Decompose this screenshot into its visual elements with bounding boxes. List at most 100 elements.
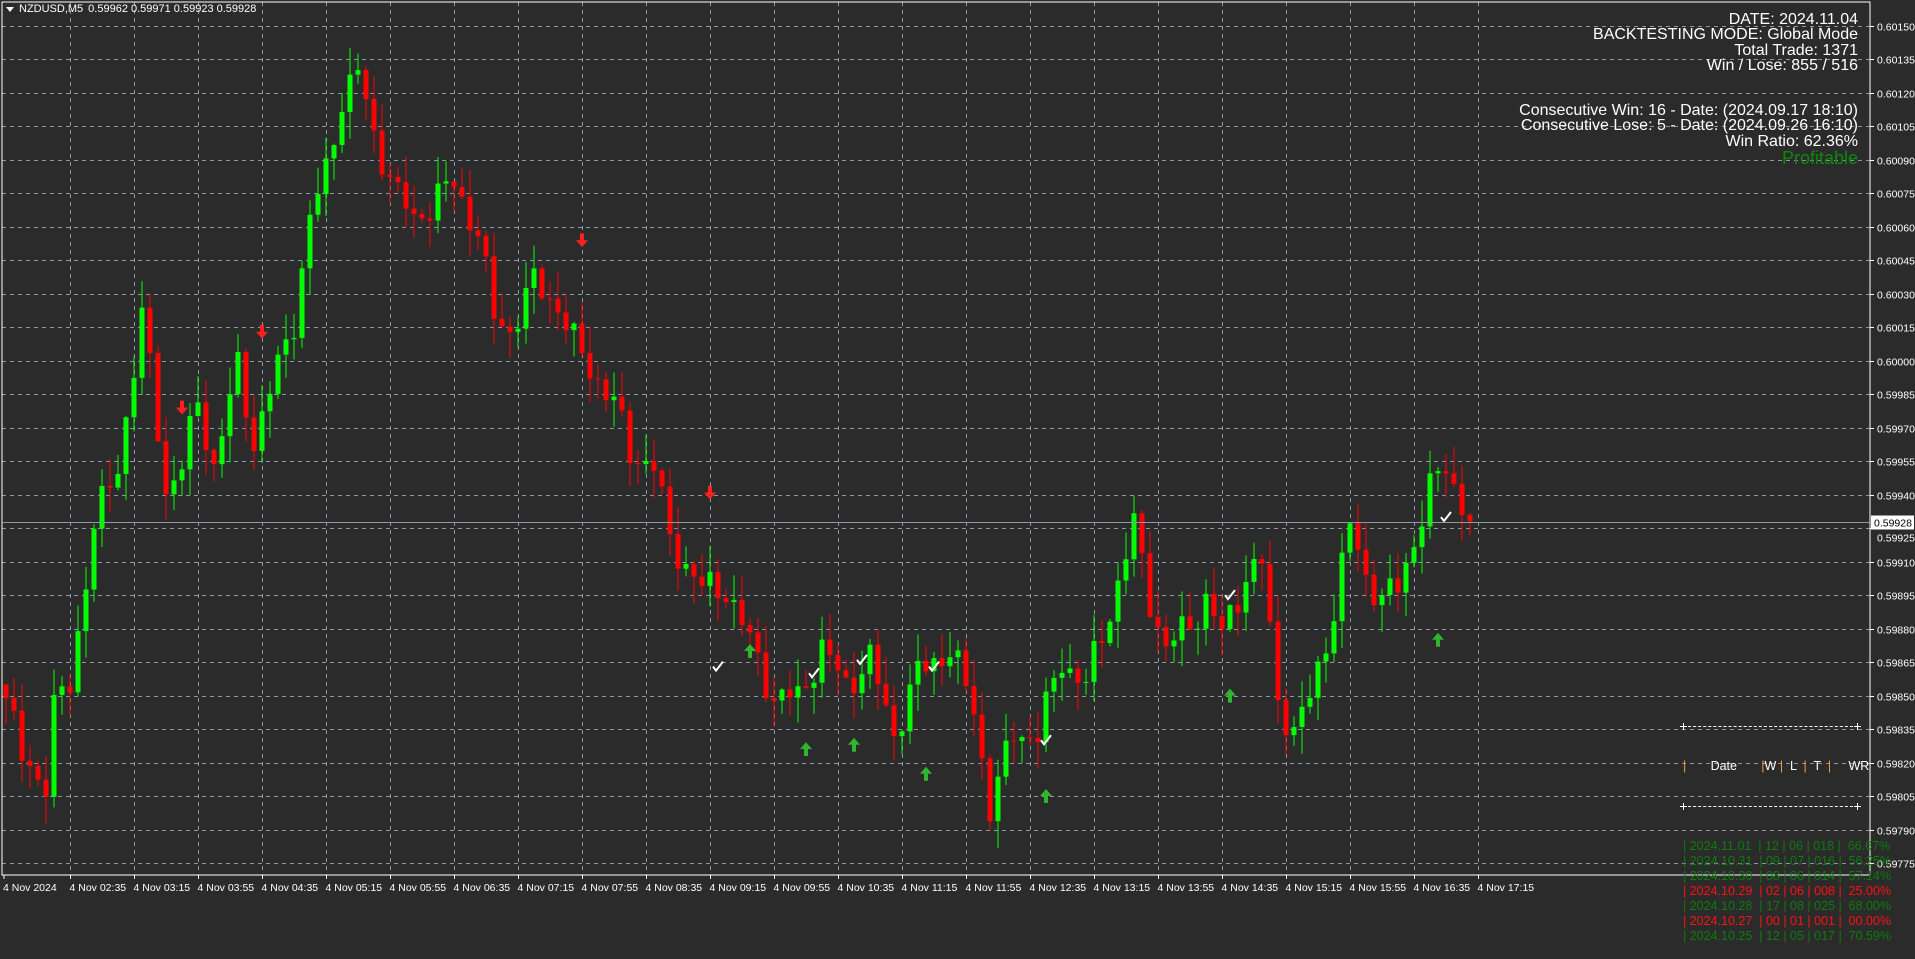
candle-bull bbox=[1299, 706, 1305, 728]
y-tick-label: 0.59940 bbox=[1877, 491, 1915, 503]
trade-signals bbox=[176, 233, 1452, 804]
candle-bull bbox=[1291, 727, 1297, 736]
candle-bear bbox=[627, 410, 633, 464]
table-row: | 2024.10.28 | 17 | 08 | 025 | 68.00% bbox=[1683, 899, 1892, 913]
y-tick-label: 0.59850 bbox=[1877, 692, 1915, 704]
candle-bear bbox=[675, 533, 681, 569]
candle-bear bbox=[395, 177, 401, 183]
candle-bear bbox=[1467, 514, 1473, 522]
candle-bull bbox=[1083, 681, 1089, 683]
candle-bear bbox=[987, 758, 993, 822]
candle-bull bbox=[731, 600, 737, 603]
candle-bull bbox=[1419, 526, 1425, 548]
candle-bull bbox=[811, 682, 817, 688]
candle-bull bbox=[283, 339, 289, 355]
candle-bull bbox=[915, 660, 921, 685]
table-row: | 2024.10.29 | 02 | 06 | 008 | 25.00% bbox=[1683, 884, 1892, 898]
info-status: Profitable bbox=[1781, 148, 1858, 169]
candle-bull bbox=[355, 70, 361, 75]
candle-bull bbox=[859, 674, 865, 694]
candle-bear bbox=[563, 312, 569, 331]
candle-bull bbox=[531, 268, 537, 288]
candle-bear bbox=[883, 684, 889, 706]
candle-bull bbox=[643, 461, 649, 465]
chart-grid bbox=[2, 2, 1870, 875]
candle-bull bbox=[1067, 668, 1073, 673]
current-price-box bbox=[1871, 515, 1914, 530]
candle-bull bbox=[571, 323, 577, 331]
triangle-down-icon[interactable] bbox=[6, 6, 14, 12]
candle-bear bbox=[67, 686, 73, 693]
candle-bull bbox=[443, 181, 449, 184]
candle-bear bbox=[843, 670, 849, 678]
y-tick-label: 0.60045 bbox=[1877, 256, 1915, 268]
y-tick-label: 0.60120 bbox=[1877, 89, 1915, 101]
candle-bull bbox=[1307, 697, 1313, 707]
y-tick-label: 0.60135 bbox=[1877, 55, 1915, 67]
candle-bear bbox=[1355, 523, 1361, 550]
y-tick-label: 0.60060 bbox=[1877, 223, 1915, 235]
candle-bull bbox=[523, 287, 529, 329]
candle-bull bbox=[1043, 691, 1049, 743]
candle-bear bbox=[243, 351, 249, 418]
candle-bear bbox=[1443, 471, 1449, 474]
candle-bear bbox=[1155, 616, 1161, 628]
x-tick-label: 4 Nov 2024 bbox=[3, 882, 57, 894]
candle-bear bbox=[1235, 605, 1241, 613]
candle-bull bbox=[683, 564, 689, 569]
info-total-trade: Total Trade: 1371 bbox=[1734, 41, 1858, 59]
x-tick-label: 4 Nov 03:15 bbox=[134, 882, 191, 894]
candle-bear bbox=[555, 298, 561, 313]
candle-bear bbox=[427, 218, 433, 221]
candle-bull bbox=[299, 268, 305, 338]
y-tick-label: 0.60015 bbox=[1877, 323, 1915, 335]
candle-bear bbox=[499, 318, 505, 327]
candle-bear bbox=[163, 441, 169, 495]
candle-bear bbox=[1395, 578, 1401, 593]
candle-bear bbox=[963, 650, 969, 686]
candle-bear bbox=[451, 181, 457, 188]
arrow-up-icon bbox=[1040, 789, 1052, 804]
candle-bull bbox=[259, 411, 265, 451]
x-tick-label: 4 Nov 15:15 bbox=[1286, 882, 1343, 894]
candle-bull bbox=[131, 377, 137, 418]
candle-bear bbox=[603, 379, 609, 401]
arrow-up-icon bbox=[1432, 632, 1444, 647]
candle-bear bbox=[403, 182, 409, 209]
table-row: | 2024.10.27 | 00 | 01 | 001 | 00.00% bbox=[1683, 914, 1892, 928]
candle-bear bbox=[723, 598, 729, 603]
candle-bull bbox=[1019, 737, 1025, 742]
candle-bull bbox=[83, 589, 89, 632]
candle-bear bbox=[1275, 621, 1281, 700]
price-chart[interactable]: 0.60150 0.60135 0.60120 0.60105 0.60090 0.600… bbox=[0, 0, 1915, 896]
x-tick-label: 4 Nov 07:55 bbox=[582, 882, 639, 894]
candle-bull bbox=[1331, 621, 1337, 654]
candle-bull bbox=[1323, 653, 1329, 662]
candle-bull bbox=[171, 480, 177, 495]
candle-bull bbox=[1227, 605, 1233, 630]
candle-bull bbox=[347, 74, 353, 113]
candle-bear bbox=[1259, 558, 1265, 564]
candle-bear bbox=[467, 196, 473, 231]
candle-bear bbox=[923, 660, 929, 672]
candle-bull bbox=[323, 158, 329, 195]
candle-bull bbox=[1171, 640, 1177, 647]
candle-bear bbox=[211, 449, 217, 465]
table-row: | 2024.11.01 | 12 | 06 | 018 | 66.67% bbox=[1683, 839, 1891, 853]
y-tick-label: 0.60075 bbox=[1877, 189, 1915, 201]
daily-stats-table: | Date |W | L | T | WR | 2024.11.01 | 12… bbox=[1680, 694, 1892, 959]
candle-bull bbox=[291, 337, 297, 340]
plot-border bbox=[1, 1, 1871, 876]
candle-bull bbox=[331, 144, 337, 159]
candle-bear bbox=[1099, 640, 1105, 644]
candle-bear bbox=[1363, 549, 1369, 575]
candle-bull bbox=[1195, 628, 1201, 630]
candle-bear bbox=[699, 576, 705, 586]
candle-bull bbox=[139, 307, 145, 378]
checkmark-icon bbox=[808, 667, 820, 679]
candle-bull bbox=[611, 396, 617, 401]
candle-bull bbox=[1315, 661, 1321, 698]
arrow-down-icon bbox=[256, 324, 268, 339]
candle-bear bbox=[11, 697, 17, 711]
candle-bull bbox=[435, 183, 441, 221]
